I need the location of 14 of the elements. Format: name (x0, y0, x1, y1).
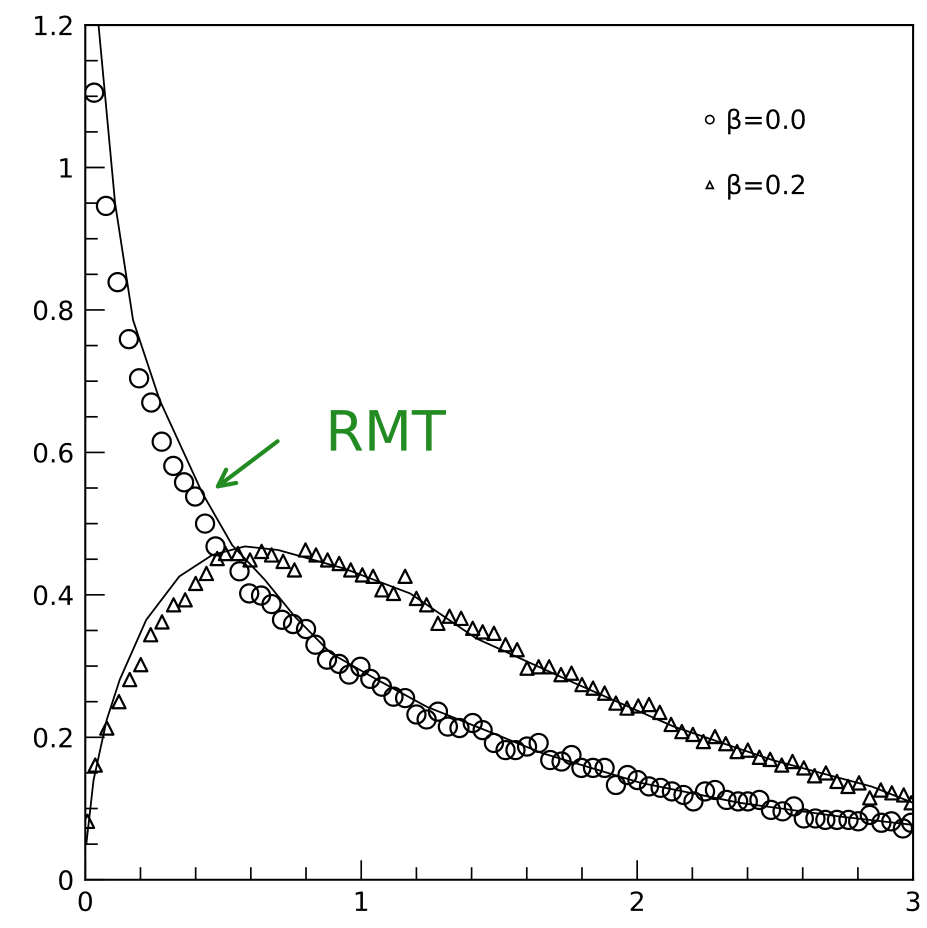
y-tick-label: 0.8 (34, 300, 72, 320)
y-tick-label: 1.2 (35, 15, 72, 36)
annotation: RMT (330, 410, 446, 451)
x-tick-label: 1 (356, 892, 368, 911)
x-tick-label: 0 (78, 891, 92, 912)
legend-label: β=0.2 (728, 174, 804, 200)
y-tick-label: 0 (59, 870, 72, 890)
legend-label: β=0.0 (728, 108, 805, 134)
y-tick-label: 0.2 (34, 728, 72, 748)
y-tick-label: 1 (60, 158, 72, 178)
y-tick-label: 0.4 (34, 585, 73, 606)
x-tick-label: 2 (630, 891, 643, 911)
y-tick-label: 0.6 (34, 442, 73, 463)
x-tick-label: 3 (906, 891, 920, 912)
